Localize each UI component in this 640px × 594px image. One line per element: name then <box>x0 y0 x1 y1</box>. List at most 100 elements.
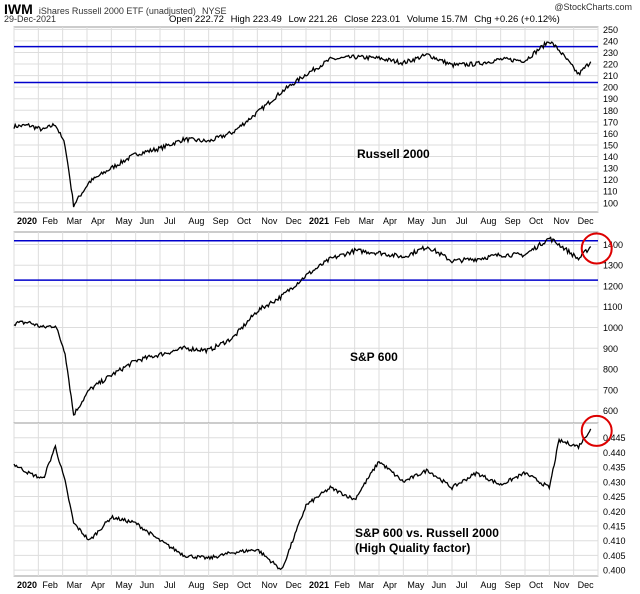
y-tick-label: 240 <box>603 36 618 46</box>
highlight-circle <box>580 232 613 265</box>
x-tick-label: Feb <box>42 580 58 590</box>
y-tick-label: 1300 <box>603 261 623 271</box>
panel-label-sp600: S&P 600 <box>350 350 398 364</box>
x-tick-label: Apr <box>383 580 397 590</box>
y-tick-label: 180 <box>603 106 618 116</box>
x-tick-label: Jun <box>140 216 155 226</box>
x-tick-label: 2020 <box>17 216 37 226</box>
x-tick-label: Dec <box>286 580 303 590</box>
x-tick-label: Nov <box>553 580 570 590</box>
x-tick-label: Oct <box>237 580 252 590</box>
y-tick-label: 1400 <box>603 240 623 250</box>
x-tick-label: Jun <box>432 580 447 590</box>
x-tick-label: 2021 <box>309 580 329 590</box>
x-tick-label: Nov <box>553 216 570 226</box>
x-tick-label: Sep <box>213 216 229 226</box>
x-tick-label: Dec <box>578 216 595 226</box>
y-tick-label: 120 <box>603 175 618 185</box>
x-tick-label: May <box>115 216 133 226</box>
y-tick-label: 0.420 <box>603 507 626 517</box>
y-tick-label: 1100 <box>603 302 622 312</box>
x-tick-label: 2021 <box>309 216 329 226</box>
x-tick-label: Feb <box>334 216 350 226</box>
x-tick-label: Dec <box>578 580 595 590</box>
x-tick-label: May <box>407 216 425 226</box>
x-tick-label: Jul <box>164 216 176 226</box>
chart-subheader: 29-Dec-2021 Open 222.72 High 223.49 Low … <box>4 14 636 26</box>
x-tick-label: Aug <box>188 580 204 590</box>
x-tick-label: Nov <box>261 216 278 226</box>
y-tick-label: 0.435 <box>603 463 626 473</box>
y-tick-label: 0.415 <box>603 521 626 531</box>
x-tick-label: Mar <box>359 580 375 590</box>
y-tick-label: 700 <box>603 385 618 395</box>
highlight-circle <box>580 414 613 447</box>
x-tick-label: Apr <box>91 216 105 226</box>
y-tick-label: 160 <box>603 129 618 139</box>
y-tick-label: 130 <box>603 164 618 174</box>
y-tick-label: 0.405 <box>603 551 626 561</box>
low-value: Low 221.26 <box>288 14 338 25</box>
y-tick-label: 210 <box>603 71 618 81</box>
x-tick-label: Aug <box>188 216 204 226</box>
y-tick-label: 800 <box>603 365 618 375</box>
high-value: High 223.49 <box>230 14 282 25</box>
x-tick-label: Oct <box>529 216 544 226</box>
y-tick-label: 170 <box>603 117 618 127</box>
price-line <box>13 40 592 208</box>
y-tick-label: 0.410 <box>603 536 626 546</box>
x-tick-label: Mar <box>359 216 375 226</box>
y-tick-label: 150 <box>603 140 618 150</box>
panel-label-ratio-sub: (High Quality factor) <box>355 541 470 555</box>
y-tick-label: 0.445 <box>603 433 626 443</box>
y-tick-label: 600 <box>603 406 618 416</box>
x-tick-label: Feb <box>42 216 58 226</box>
x-tick-label: Jul <box>456 580 468 590</box>
ticker-symbol: IWM <box>4 1 33 17</box>
y-tick-label: 0.440 <box>603 448 626 458</box>
x-tick-label: Sep <box>213 580 229 590</box>
open-value: Open 222.72 <box>169 14 224 25</box>
x-tick-label: Jul <box>456 216 468 226</box>
chart-date: 29-Dec-2021 <box>4 14 57 24</box>
y-tick-label: 220 <box>603 60 618 70</box>
x-tick-label: Aug <box>480 580 496 590</box>
chart-header: IWM iShares Russell 2000 ETF (unadjusted… <box>4 1 636 17</box>
ticker-description: iShares Russell 2000 ETF (unadjusted) <box>38 6 196 16</box>
y-tick-label: 0.425 <box>603 492 626 502</box>
change-value: Chg +0.26 (+0.12%) <box>474 14 560 25</box>
close-value: Close 223.01 <box>344 14 401 25</box>
x-tick-label: Nov <box>261 580 278 590</box>
volume-value: Volume 15.7M <box>406 14 468 25</box>
ohlc-readout: Open 222.72 High 223.49 Low 221.26 Close… <box>169 14 564 25</box>
x-tick-label: Jul <box>164 580 176 590</box>
price-line <box>13 428 592 571</box>
y-tick-label: 200 <box>603 83 618 93</box>
x-tick-label: Apr <box>383 216 397 226</box>
x-tick-label: May <box>115 580 133 590</box>
y-tick-label: 0.430 <box>603 477 626 487</box>
chart-panel-3: 0.400 0.405 0.410 0.415 0.420 0.425 0.430 0.435… <box>13 414 626 577</box>
panel-label-ratio: S&P 600 vs. Russell 2000 <box>355 526 499 540</box>
x-tick-label: 2020 <box>17 580 37 590</box>
y-tick-label: 110 <box>603 187 617 197</box>
chart-panel-2: 600 700 800 900 1000 1100 1200 1300 1400 <box>13 231 623 424</box>
y-tick-label: 100 <box>603 198 618 208</box>
x-tick-label: Apr <box>91 580 105 590</box>
panel-label-russell-2000: Russell 2000 <box>357 147 430 161</box>
x-tick-label: Aug <box>480 216 496 226</box>
x-tick-label: Dec <box>286 216 303 226</box>
x-tick-label: Sep <box>505 580 521 590</box>
y-tick-label: 0.400 <box>603 566 626 576</box>
y-tick-label: 900 <box>603 344 618 354</box>
x-tick-label: Mar <box>67 580 83 590</box>
x-tick-label: Feb <box>334 580 350 590</box>
y-tick-label: 1200 <box>603 281 623 291</box>
y-tick-label: 230 <box>603 48 618 58</box>
price-line <box>13 236 592 416</box>
x-tick-label: Mar <box>67 216 83 226</box>
y-tick-label: 190 <box>603 94 618 104</box>
y-tick-label: 250 <box>603 25 618 35</box>
